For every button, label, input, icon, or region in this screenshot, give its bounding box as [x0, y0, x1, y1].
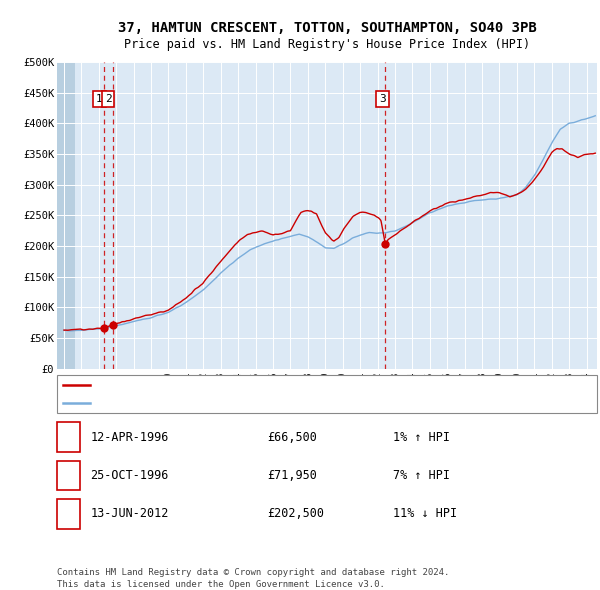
Text: Price paid vs. HM Land Registry's House Price Index (HPI): Price paid vs. HM Land Registry's House … — [124, 38, 530, 51]
Text: 1: 1 — [96, 94, 103, 104]
Text: 2: 2 — [105, 94, 112, 104]
Text: 3: 3 — [65, 507, 72, 520]
Text: £71,950: £71,950 — [267, 469, 317, 482]
Text: HPI: Average price, semi-detached house, New Forest: HPI: Average price, semi-detached house,… — [95, 398, 401, 408]
Text: 37, HAMTUN CRESCENT, TOTTON, SOUTHAMPTON, SO40 3PB (semi-detached house): 37, HAMTUN CRESCENT, TOTTON, SOUTHAMPTON… — [95, 381, 527, 391]
Text: Contains HM Land Registry data © Crown copyright and database right 2024.
This d: Contains HM Land Registry data © Crown c… — [57, 568, 449, 589]
Text: 2: 2 — [65, 469, 72, 482]
Text: 1% ↑ HPI: 1% ↑ HPI — [393, 431, 450, 444]
Text: 1: 1 — [65, 431, 72, 444]
Text: 37, HAMTUN CRESCENT, TOTTON, SOUTHAMPTON, SO40 3PB: 37, HAMTUN CRESCENT, TOTTON, SOUTHAMPTON… — [118, 21, 536, 35]
Text: 11% ↓ HPI: 11% ↓ HPI — [393, 507, 457, 520]
Text: 3: 3 — [379, 94, 386, 104]
Text: 7% ↑ HPI: 7% ↑ HPI — [393, 469, 450, 482]
Text: 12-APR-1996: 12-APR-1996 — [91, 431, 169, 444]
Text: 13-JUN-2012: 13-JUN-2012 — [91, 507, 169, 520]
Text: 25-OCT-1996: 25-OCT-1996 — [91, 469, 169, 482]
Text: £202,500: £202,500 — [267, 507, 324, 520]
Text: £66,500: £66,500 — [267, 431, 317, 444]
